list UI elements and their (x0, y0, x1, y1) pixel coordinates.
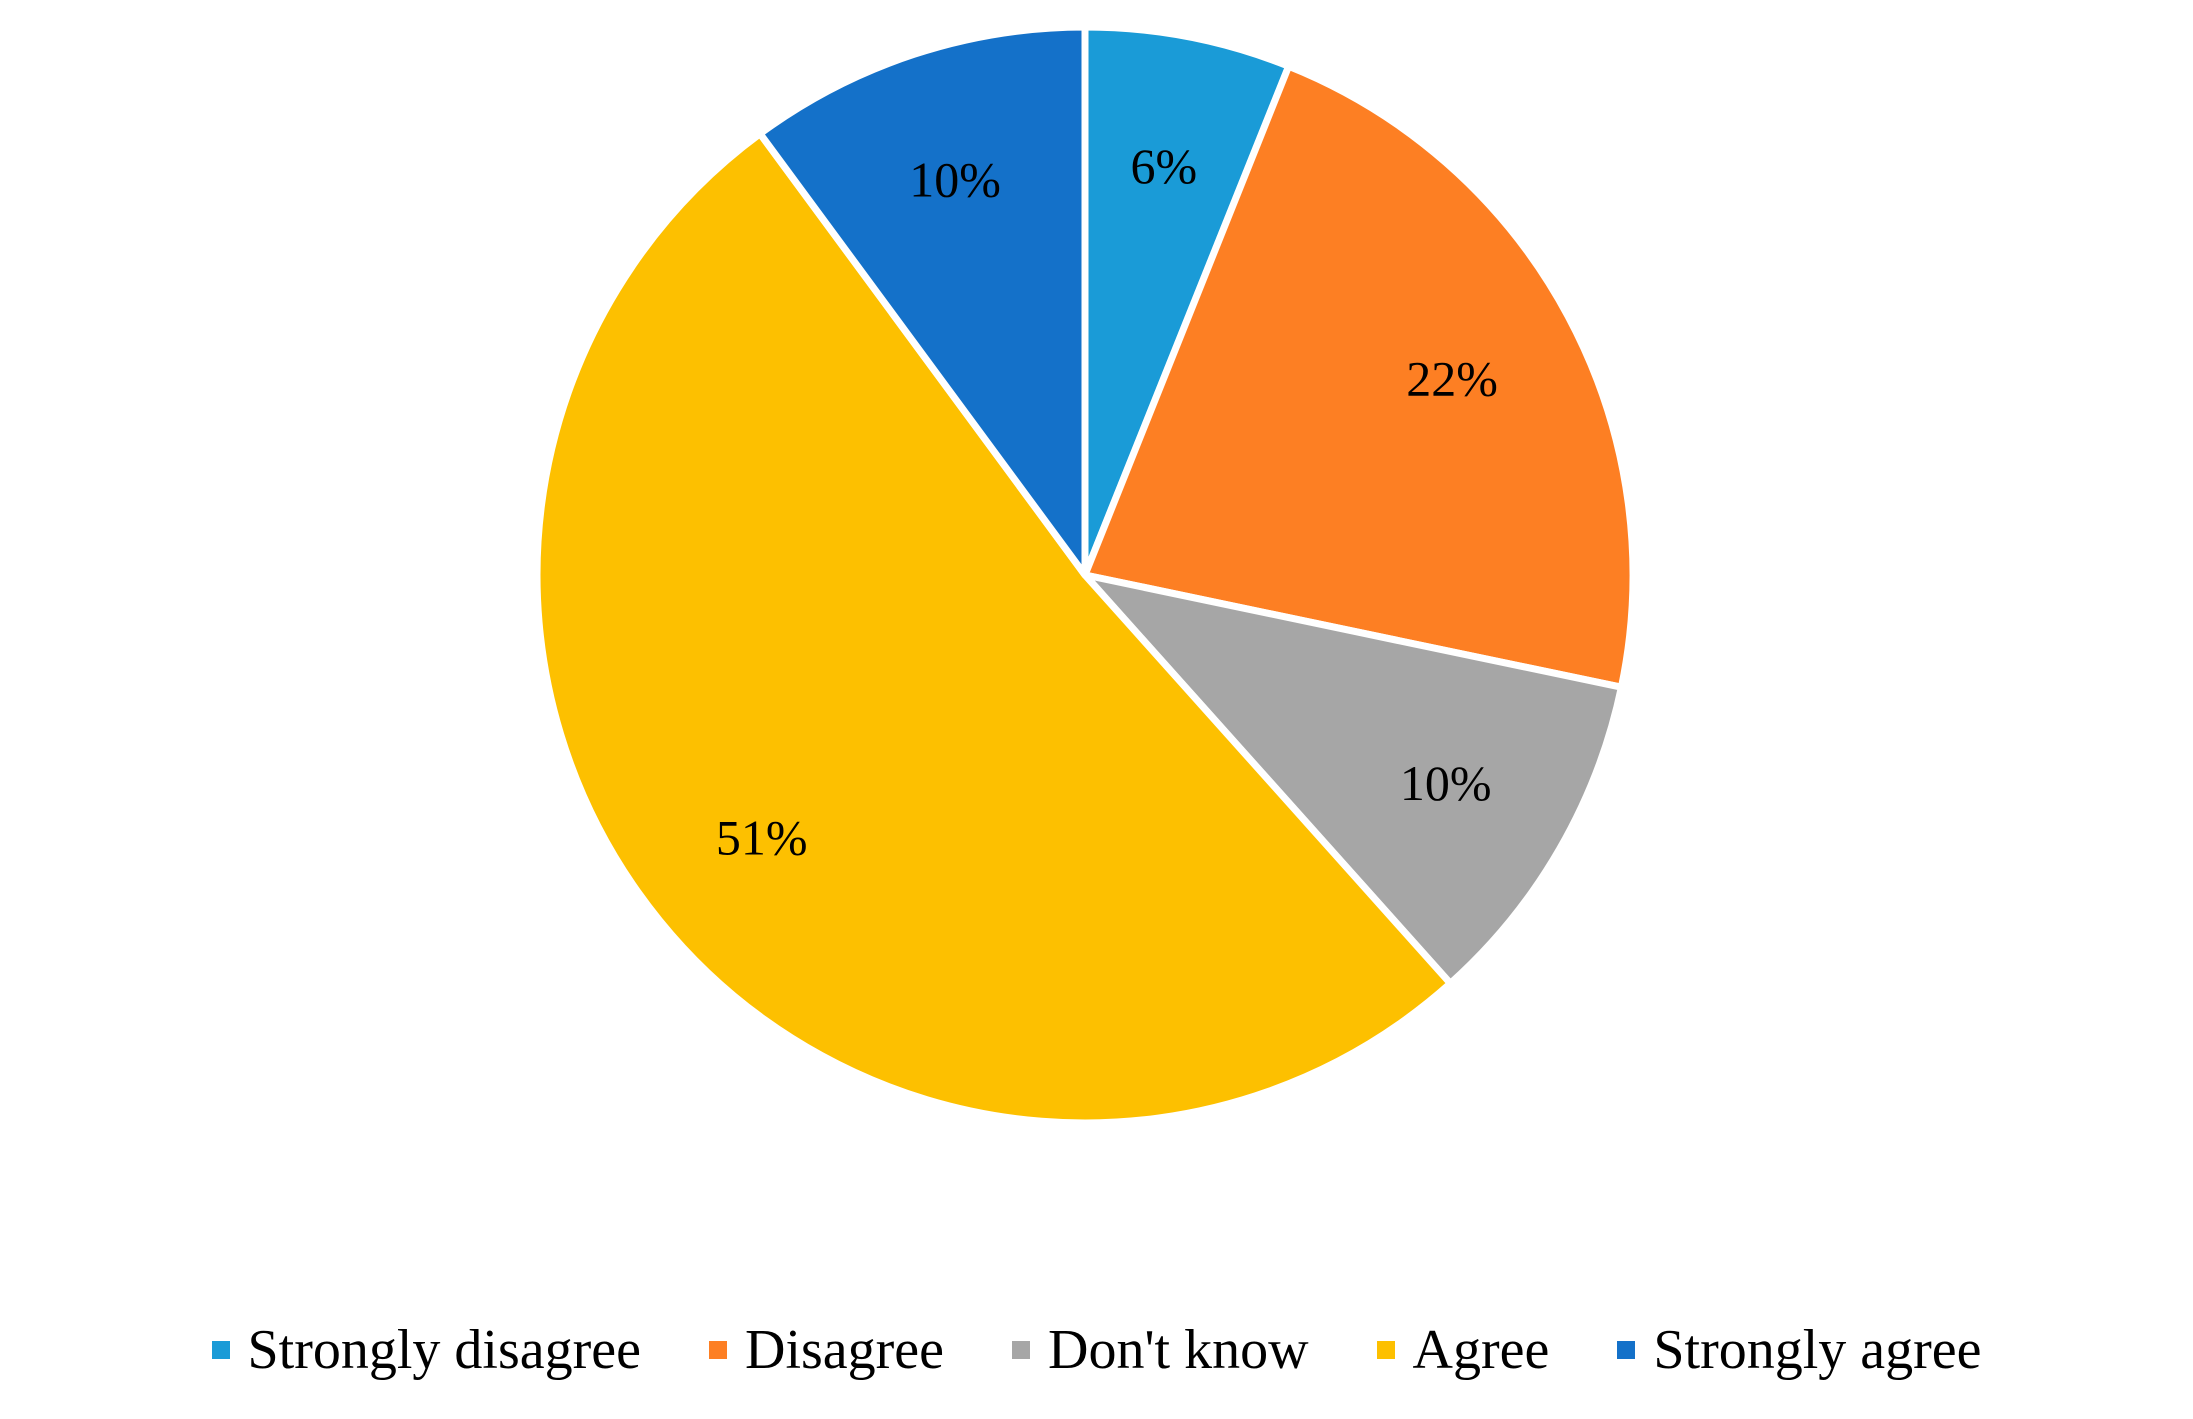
pie-slice-strongly-disagree[interactable] (1081, 23, 1293, 579)
legend-swatch (709, 1341, 727, 1359)
data-label-strongly-agree: 10% (909, 151, 1001, 207)
legend-label: Agree (1412, 1319, 1550, 1381)
legend-item-strongly-agree[interactable]: Strongly agree (1617, 1318, 1981, 1382)
legend-swatch (211, 1341, 230, 1359)
legend-label: Strongly disagree (247, 1319, 641, 1381)
legend-item-agree[interactable]: Agree (1376, 1318, 1550, 1382)
pie-slice-strongly-agree[interactable] (756, 23, 1089, 579)
pie-slice-dont-know[interactable] (1081, 571, 1625, 987)
pie-slice-agree[interactable] (533, 130, 1454, 1127)
data-label-strongly-disagree: 6% (1130, 138, 1197, 194)
data-label-agree: 51% (716, 810, 808, 866)
pie-slice-disagree[interactable] (1081, 62, 1637, 691)
legend-swatch (1012, 1341, 1031, 1359)
legend-item-disagree[interactable]: Disagree (709, 1318, 944, 1382)
legend-swatch (1376, 1341, 1395, 1359)
legend-item-dont-know[interactable]: Don't know (1012, 1318, 1309, 1382)
data-label-dont-know: 10% (1400, 755, 1492, 811)
legend-item-strongly-disagree[interactable]: Strongly disagree (211, 1318, 641, 1382)
chart-legend: Strongly disagree Disagree Don't know Ag… (0, 1300, 2193, 1400)
pie-chart-svg: 6% 22% 10% 51% 10% (533, 23, 1637, 1127)
legend-swatch (1617, 1341, 1636, 1359)
data-label-disagree: 22% (1406, 350, 1498, 406)
legend-label: Disagree (745, 1319, 945, 1381)
legend-label: Don't know (1048, 1319, 1309, 1381)
legend-label: Strongly agree (1653, 1319, 1982, 1381)
